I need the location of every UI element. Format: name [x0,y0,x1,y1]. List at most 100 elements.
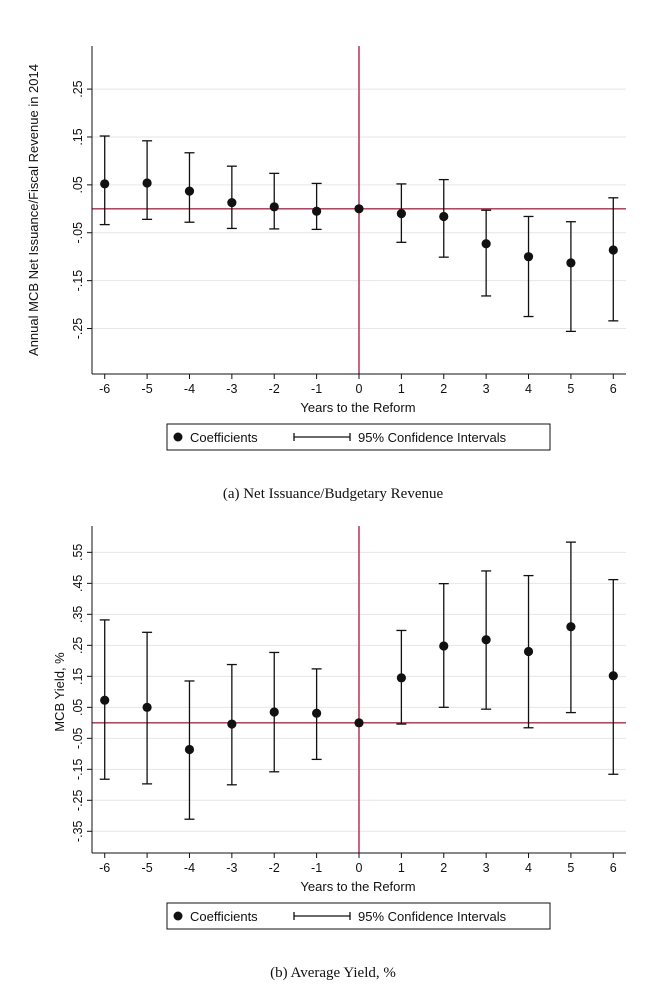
x-tick-label: 4 [525,382,532,396]
x-tick-label: 5 [567,382,574,396]
y-axis-title: MCB Yield, % [52,652,67,732]
x-tick-label: 1 [398,861,405,875]
x-tick-label: -6 [99,861,110,875]
coefficient-point [184,186,195,196]
coefficient-point [523,252,534,262]
coefficient-point [608,245,618,255]
coefficient-point [142,702,152,712]
coefficient-point [523,646,534,657]
y-tick-label: .25 [71,80,85,97]
axes: .55 .45 .35 .25 .15 .05 -.05 -.15 -.25 -.35 -6 -5 -4… [71,526,626,875]
x-tick-label: 0 [356,382,363,396]
legend-label-coefficients: Coefficients [190,430,258,445]
ci-bar [523,215,534,318]
legend: Coefficients 95% Confidence Intervals [166,902,551,930]
legend-label-ci: 95% Confidence Intervals [358,430,507,445]
x-tick-label: 3 [483,861,490,875]
coefficient-point [312,206,322,216]
coefficient-point [481,635,491,645]
chart-panel-b: .55 .45 .35 .25 .15 .05 -.05 -.15 -.25 -.35 -6 -5 -4… [52,526,626,981]
coefficient-point [184,744,195,755]
coefficient-points [100,178,618,268]
x-tick-label: 6 [610,382,617,396]
coefficient-points [100,622,618,755]
x-tick-label: 3 [483,382,490,396]
legend-label-ci: 95% Confidence Intervals [358,909,507,924]
coefficient-point [566,622,576,632]
x-tick-label: -3 [226,382,237,396]
coefficient-point [100,695,110,705]
x-axis-title: Years to the Reform [300,879,415,894]
y-tick-label: -.05 [71,222,85,244]
ci-bar [226,165,237,230]
caption-b: (b) Average Yield, % [270,965,396,981]
y-tick-label: -.15 [71,758,85,780]
x-tick-label: 2 [440,861,447,875]
x-tick-label: -1 [311,861,322,875]
x-tick-label: 2 [440,382,447,396]
y-tick-label: .15 [71,128,85,145]
coefficient-point [227,197,237,208]
ci-bar [311,182,322,231]
y-tick-label: .55 [71,544,85,561]
y-tick-label: -.25 [71,789,85,811]
x-tick-label: -2 [269,382,280,396]
coefficient-point [100,179,110,189]
y-tick-label: .25 [71,637,85,654]
reference-lines [92,526,626,853]
y-axis-title: Annual MCB Net Issuance/Fiscal Revenue i… [26,64,41,356]
x-axis-title: Years to the Reform [300,400,415,415]
caption-a: (a) Net Issuance/Budgetary Revenue [223,486,444,502]
y-tick-label: -.25 [71,318,85,340]
y-tick-label: -.35 [71,820,85,842]
y-tick-label: -.15 [71,270,85,292]
ci-bar [565,221,576,333]
coefficient-point [354,718,364,728]
x-tick-label: -2 [269,861,280,875]
y-tick-label: .15 [71,668,85,685]
coefficient-point [227,719,237,729]
y-tick-label: -.05 [71,728,85,750]
x-tick-label: -3 [226,861,237,875]
coefficient-point [269,202,279,212]
x-tick-label: -5 [142,861,153,875]
legend-marker-coefficients [173,432,183,442]
legend-marker-ci [293,433,351,441]
coefficient-point [269,707,279,717]
ci-bar [269,172,280,230]
x-tick-label: 6 [610,861,617,875]
legend-box [166,902,551,930]
coefficient-point [566,258,576,268]
chart-panel-a: .25 .15 .05 -.05 -.15 -.25 -6 -5 -4 -3 -2 -1 0 1 2 3 4 5 6… [26,46,626,502]
ci-bar [481,209,492,297]
coefficient-point [439,211,449,222]
coefficient-point [396,673,406,683]
y-tick-label: .05 [71,699,85,716]
coefficient-point [608,671,618,681]
x-tick-label: -5 [142,382,153,396]
coefficient-point [439,641,449,651]
ci-bar [608,197,619,322]
x-tick-label: 0 [356,861,363,875]
axes: .25 .15 .05 -.05 -.15 -.25 -6 -5 -4 -3 -2 -1 0 1 2 3 4 5 6 [71,46,626,396]
y-tick-label: .35 [71,606,85,623]
coefficient-point [142,178,152,188]
x-tick-label: 4 [525,861,532,875]
x-tick-label: 1 [398,382,405,396]
coefficient-point [312,708,322,718]
y-tick-label: .05 [71,176,85,193]
x-tick-label: -4 [184,382,195,396]
x-tick-label: 5 [567,861,574,875]
legend-label-coefficients: Coefficients [190,909,258,924]
y-tick-label: .45 [71,575,85,592]
coefficient-point [396,208,406,219]
legend-marker-ci [293,912,351,920]
coefficient-point [354,204,364,214]
x-tick-label: -6 [99,382,110,396]
legend: Coefficients 95% Confidence Intervals [166,423,551,451]
legend-box [166,423,551,451]
x-tick-label: -1 [311,382,322,396]
legend-marker-coefficients [173,911,183,921]
coefficient-point [481,239,491,249]
